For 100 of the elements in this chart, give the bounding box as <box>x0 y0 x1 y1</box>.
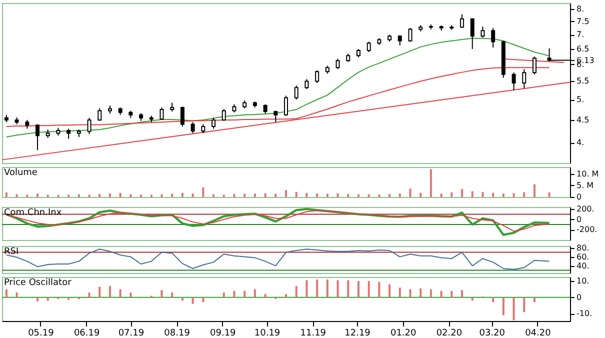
y-tick-label: 8. <box>576 4 584 14</box>
x-tick-label: 01.20 <box>390 328 417 338</box>
bar <box>512 297 515 320</box>
candlestick <box>315 70 320 84</box>
bar <box>357 281 360 298</box>
x-tick-label: 05.19 <box>28 328 54 338</box>
bar <box>98 286 101 298</box>
bar <box>471 297 474 301</box>
bar <box>461 290 464 298</box>
candlestick <box>491 27 496 48</box>
candlestick <box>512 72 516 91</box>
x-tick-label: 04.20 <box>525 328 552 338</box>
bar <box>398 194 401 197</box>
bar <box>295 286 298 298</box>
candlestick <box>304 78 309 90</box>
bar <box>316 194 318 197</box>
y-tick-label: 0 <box>576 192 582 202</box>
bar <box>512 193 515 197</box>
bar <box>181 192 184 197</box>
y-tick-label: 10. M <box>576 169 599 178</box>
y-tick-label: 7. <box>576 30 584 40</box>
line-series <box>6 248 550 270</box>
x-tick-label: 07.19 <box>118 328 144 338</box>
bar <box>368 281 370 298</box>
bar <box>523 192 526 197</box>
bar <box>192 194 194 197</box>
bar <box>450 192 453 197</box>
bar <box>471 191 474 197</box>
y-tick-label: 80. <box>576 243 590 252</box>
bar <box>46 297 49 301</box>
y-tick-label: 5. M <box>576 180 594 190</box>
bar <box>88 292 90 298</box>
chart-title: Price Oscillator <box>4 278 72 288</box>
bar <box>326 194 328 197</box>
bar <box>357 194 360 197</box>
candlestick <box>460 14 464 28</box>
bar <box>264 193 266 197</box>
candlestick <box>336 58 340 70</box>
bar <box>181 297 184 301</box>
bar <box>534 297 536 302</box>
bar <box>285 294 287 298</box>
bar <box>378 194 380 197</box>
candlestick <box>532 56 536 75</box>
x-tick-label: 03.20 <box>479 328 506 338</box>
candlestick <box>408 27 412 42</box>
bar <box>244 194 246 197</box>
candlestick <box>470 18 474 50</box>
bar <box>440 194 442 197</box>
bar <box>68 297 70 300</box>
bar <box>16 292 18 298</box>
bar <box>160 194 163 197</box>
y-tick-label: 4. <box>576 138 584 148</box>
bar <box>108 286 111 298</box>
bar <box>534 184 536 197</box>
candlestick <box>36 124 40 151</box>
bar <box>336 280 339 298</box>
bar <box>347 280 350 298</box>
bar <box>368 194 370 197</box>
x-tick-label: 09.19 <box>210 328 236 338</box>
bar <box>378 282 380 298</box>
candlestick <box>66 128 71 140</box>
bar <box>119 192 122 197</box>
bar <box>430 169 432 197</box>
bar <box>264 294 266 298</box>
bar <box>420 192 422 197</box>
y-tick-label: -10. <box>576 309 592 318</box>
candlestick <box>274 110 278 123</box>
bar <box>222 292 225 298</box>
candlestick <box>190 122 195 134</box>
bar <box>306 280 308 298</box>
bar <box>347 194 350 197</box>
candlestick <box>180 106 184 127</box>
bar <box>119 289 122 298</box>
bar <box>5 289 8 298</box>
bar <box>461 188 464 197</box>
bar <box>202 187 204 197</box>
line-series <box>6 210 550 232</box>
candlestick <box>98 108 102 122</box>
bar <box>548 192 550 197</box>
bar <box>398 288 401 298</box>
bar <box>36 194 38 197</box>
bar <box>523 297 526 312</box>
y-tick-label: 7.5 <box>576 16 590 26</box>
bar <box>409 289 412 298</box>
y-tick-label: 6.5 <box>576 44 590 54</box>
bar <box>492 192 494 197</box>
bar <box>388 284 391 298</box>
y-tick-label: 5.5 <box>576 76 590 86</box>
bar <box>326 279 328 298</box>
bar <box>502 194 504 197</box>
y-tick-label: 5. <box>576 95 584 104</box>
x-tick-label: 12.19 <box>344 328 371 338</box>
x-tick-label: 08.19 <box>164 328 190 338</box>
bar <box>254 194 256 197</box>
y-tick-label: 4.5 <box>576 115 590 124</box>
bar <box>295 192 298 197</box>
candlestick <box>87 117 92 135</box>
candlestick <box>222 108 226 122</box>
bar <box>316 279 318 298</box>
bar <box>430 289 432 298</box>
